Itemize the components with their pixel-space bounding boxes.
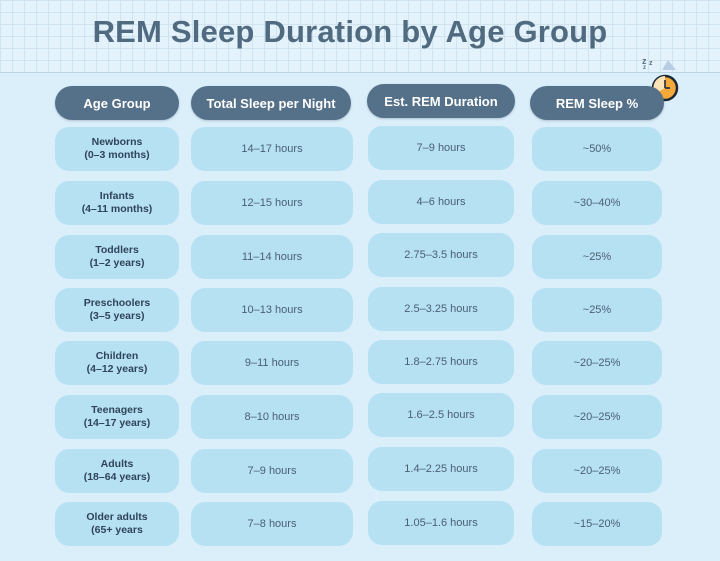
age-range: (0–3 months): [84, 149, 150, 161]
cell-rem-duration: 2.75–3.5 hours: [368, 233, 514, 277]
age-range: (3–5 years): [89, 310, 145, 322]
cell-age-group: Children (4–12 years): [55, 341, 179, 385]
age-label: Infants: [99, 190, 135, 202]
cell-rem-duration: 1.8–2.75 hours: [368, 340, 514, 384]
age-range: (1–2 years): [89, 257, 145, 269]
cell-total-sleep: 11–14 hours: [191, 235, 353, 279]
cell-rem-duration: 4–6 hours: [368, 180, 514, 224]
cell-age-group: Teenagers (14–17 years): [55, 395, 179, 439]
cell-rem-duration: 1.4–2.25 hours: [368, 447, 514, 491]
age-range: (65+ years: [91, 524, 143, 536]
cell-rem-percent: ~25%: [532, 288, 662, 332]
header-rem-duration: Est. REM Duration: [367, 84, 515, 118]
cell-total-sleep: 8–10 hours: [191, 395, 353, 439]
age-label: Children: [95, 350, 139, 362]
age-range: (14–17 years): [83, 417, 151, 429]
zz-icon: z: [642, 56, 647, 66]
cell-rem-duration: 7–9 hours: [368, 126, 514, 170]
age-label: Teenagers: [91, 404, 143, 416]
cell-age-group: Newborns (0–3 months): [55, 127, 179, 171]
header-age-group: Age Group: [55, 86, 179, 120]
zz-icon: z: [643, 65, 646, 71]
age-range: (18–64 years): [83, 471, 151, 483]
cell-rem-percent: ~20–25%: [532, 341, 662, 385]
title-band: [0, 0, 720, 73]
cell-total-sleep: 14–17 hours: [191, 127, 353, 171]
cell-total-sleep: 9–11 hours: [191, 341, 353, 385]
age-range: (4–11 months): [81, 203, 153, 215]
age-label: Preschoolers: [83, 297, 151, 309]
page-title: REM Sleep Duration by Age Group: [92, 14, 608, 49]
cell-age-group: Infants (4–11 months): [55, 181, 179, 225]
age-label: Newborns: [91, 136, 143, 148]
age-range: (4–12 years): [86, 363, 148, 375]
cell-total-sleep: 7–8 hours: [191, 502, 353, 546]
cell-rem-percent: ~20–25%: [532, 395, 662, 439]
cell-rem-percent: ~15–20%: [532, 502, 662, 546]
cell-age-group: Older adults (65+ years: [55, 502, 179, 546]
age-label: Toddlers: [95, 244, 139, 256]
zz-icon: z: [649, 60, 653, 67]
cell-total-sleep: 10–13 hours: [191, 288, 353, 332]
header-total-sleep: Total Sleep per Night: [191, 86, 351, 120]
cell-age-group: Toddlers (1–2 years): [55, 235, 179, 279]
cell-rem-percent: ~25%: [532, 235, 662, 279]
cell-age-group: Adults (18–64 years): [55, 449, 179, 493]
cell-total-sleep: 12–15 hours: [191, 181, 353, 225]
cell-rem-duration: 2.5–3.25 hours: [368, 287, 514, 331]
cell-rem-duration: 1.05–1.6 hours: [368, 501, 514, 545]
cell-rem-percent: ~50%: [532, 127, 662, 171]
header-rem-percent: REM Sleep %: [530, 86, 664, 120]
cell-rem-duration: 1.6–2.5 hours: [368, 393, 514, 437]
cell-age-group: Preschoolers (3–5 years): [55, 288, 179, 332]
cell-total-sleep: 7–9 hours: [191, 449, 353, 493]
cell-rem-percent: ~30–40%: [532, 181, 662, 225]
cell-rem-percent: ~20–25%: [532, 449, 662, 493]
age-label: Older adults: [86, 511, 148, 523]
age-label: Adults: [100, 458, 134, 470]
